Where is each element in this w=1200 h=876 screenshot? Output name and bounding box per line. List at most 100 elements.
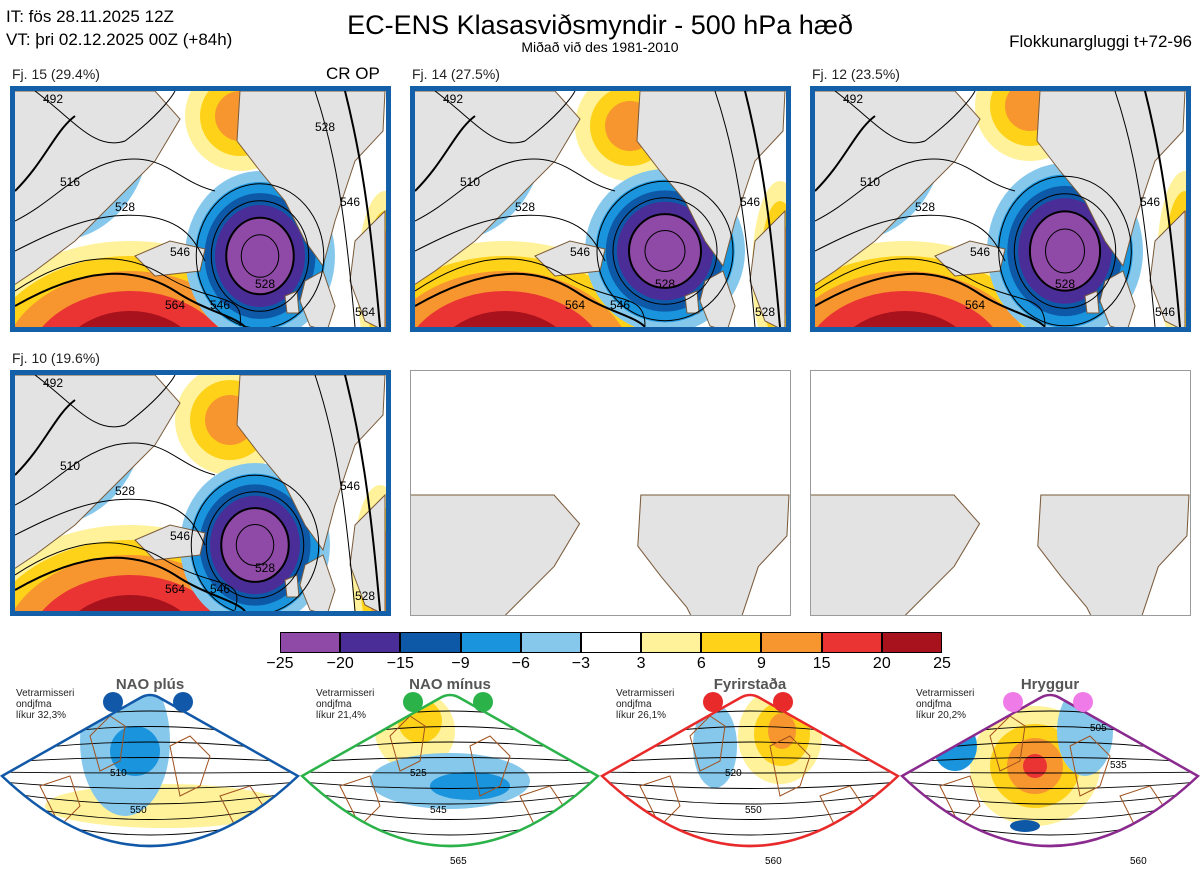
regime-marker-dot <box>473 692 493 712</box>
height-contour <box>415 272 646 327</box>
contour-label: 564 <box>165 582 185 596</box>
height-contour <box>415 258 646 327</box>
height-contour <box>344 91 381 327</box>
height-contour <box>644 230 686 272</box>
height-contour <box>602 789 898 805</box>
regime-climatology-note: Vetrarmisseri ondjfma líkur 20,2% <box>916 688 974 721</box>
height-contour-layer <box>815 91 1181 327</box>
colorbar-swatch <box>340 632 401 653</box>
negative-anomaly-shading <box>693 704 737 788</box>
height-contour <box>235 524 275 566</box>
contour-label: 528 <box>755 305 775 319</box>
negative-anomaly-shading <box>110 726 160 776</box>
colorbar-swatch <box>761 632 822 653</box>
colorbar-swatch <box>641 632 702 653</box>
height-contour-layer <box>15 375 381 611</box>
coastline-layer <box>15 375 386 611</box>
height-contour <box>744 91 781 327</box>
regime-note-line: Vetrarmisseri <box>16 688 75 699</box>
height-contour <box>34 375 176 428</box>
colorbar-swatch <box>821 632 882 653</box>
contour-label: 492 <box>43 376 63 390</box>
colorbar-swatch <box>520 632 581 653</box>
height-contour <box>220 507 290 583</box>
contour-label: 516 <box>60 175 80 189</box>
height-contour <box>834 91 976 144</box>
height-contour-layer <box>415 91 781 327</box>
regime-climatology-note: Vetrarmisseri ondjfma líkur 21,4% <box>316 688 374 721</box>
colorbar-tick-label: 25 <box>933 655 951 672</box>
regime-marker-dot <box>103 692 123 712</box>
colorbar <box>280 632 942 653</box>
regime-marker-dot <box>773 692 793 712</box>
contour-label: 546 <box>740 195 760 209</box>
height-contour <box>15 158 216 222</box>
regime-note-line: ondjfma <box>16 699 52 710</box>
height-contour <box>612 197 718 305</box>
regime-panel: 510 550 NAO plús Vetrarmisseri ondjfma líkur … <box>0 676 301 871</box>
cluster-panel-label: Fj. 15 (29.4%) <box>12 66 100 82</box>
scandinavia-shape <box>749 209 786 327</box>
contour-label: 492 <box>443 92 463 106</box>
coastline-layer <box>411 494 790 615</box>
chart-title: EC-ENS Klasasviðsmyndir - 500 hPa hæð <box>347 10 853 40</box>
greenland-shape <box>1036 91 1186 268</box>
regime-map-svg: 525 545 565 <box>299 692 601 867</box>
contour-label: 528 <box>115 200 135 214</box>
height-contour <box>596 180 734 322</box>
height-contour <box>902 780 1198 789</box>
positive-anomaly-shading <box>417 291 593 327</box>
contour-label: 535 <box>1110 760 1127 771</box>
iceland-shape <box>534 240 606 277</box>
british-isles-shape <box>299 554 336 611</box>
british-isles-shape <box>699 270 736 327</box>
canada-shape <box>15 375 181 569</box>
cluster-map-svg: 492 516 528 546 564 528 546 564 546 528 <box>15 91 386 327</box>
regime-note-line: Vetrarmisseri <box>616 688 675 699</box>
regime-map-svg: 505 535 560 <box>899 692 1200 867</box>
cluster-map-panel: 492 510 528 546 564 528 546 528 546 <box>410 86 791 332</box>
height-contour <box>902 789 1198 805</box>
regime-panel: 525 545 565 NAO mínus Vetrarmisseri ondjfma lí… <box>299 676 601 871</box>
scandinavia-shape <box>1149 209 1186 327</box>
contour-label: 505 <box>1090 723 1107 734</box>
height-contour <box>815 214 1006 262</box>
regime-marker-dot <box>173 692 193 712</box>
colorbar-swatch <box>280 632 341 653</box>
greenland-shape <box>1037 494 1190 615</box>
height-contour <box>205 491 305 599</box>
contour-label: 546 <box>1155 305 1175 319</box>
colorbar-swatch <box>881 632 942 653</box>
height-contour <box>15 258 242 327</box>
run-info: IT: fös 28.11.2025 12Z VT: þri 02.12.202… <box>6 5 232 51</box>
canada-shape <box>411 494 581 615</box>
contour-label: 528 <box>515 200 535 214</box>
height-contour <box>1028 210 1102 292</box>
colorbar-tick-label: −20 <box>326 655 354 672</box>
cluster-panel-label: Fj. 10 (19.6%) <box>12 350 100 366</box>
regime-title: Fyrirstaða <box>713 676 787 693</box>
cluster-map-panel: 492 510 528 546 564 528 546 546 <box>810 86 1191 332</box>
regime-note-line: líkur 20,2% <box>916 710 967 721</box>
contour-label: 546 <box>170 245 190 259</box>
height-contour <box>302 771 598 774</box>
regime-frame <box>299 693 601 848</box>
height-contour <box>815 158 1016 222</box>
regime-marker-dot <box>703 692 723 712</box>
iceland-shape <box>934 240 1006 277</box>
contour-label: 546 <box>970 245 990 259</box>
canada-shape <box>15 91 181 285</box>
contour-label: 564 <box>165 298 185 312</box>
height-contour <box>815 258 1046 327</box>
contour-label: 510 <box>60 459 80 473</box>
regime-note-line: líkur 26,1% <box>616 710 667 721</box>
canada-shape <box>815 91 981 285</box>
height-contour <box>314 375 356 611</box>
positive-anomaly-shading <box>42 575 218 611</box>
height-contour <box>302 780 598 789</box>
colorbar-tick-label: −3 <box>571 655 591 672</box>
negative-anomaly-shading <box>220 507 290 583</box>
contour-label: 546 <box>340 195 360 209</box>
negative-anomaly-shading <box>225 216 295 296</box>
negative-anomaly-shading <box>430 772 510 800</box>
